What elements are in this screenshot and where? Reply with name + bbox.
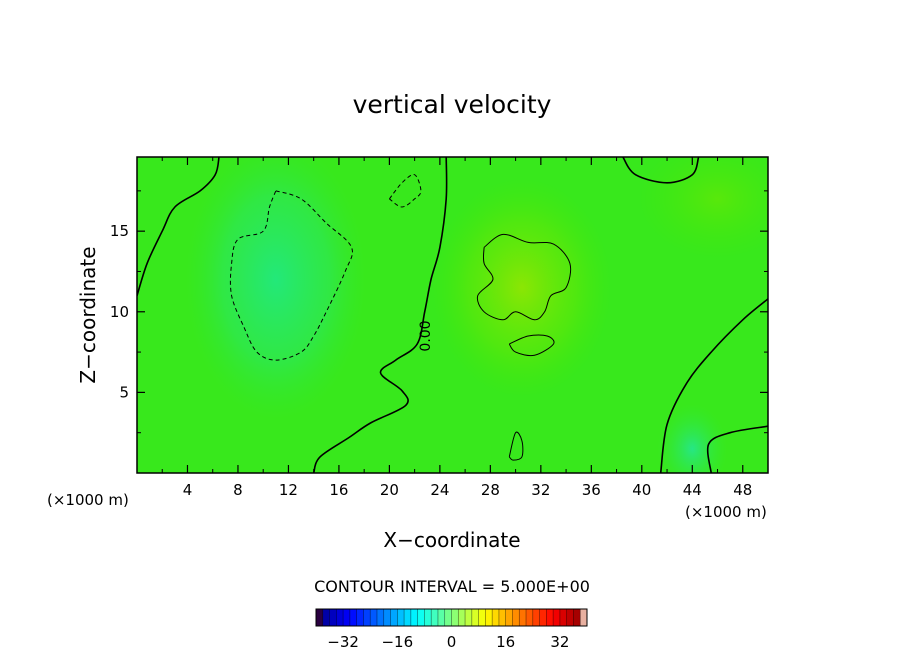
- field-min-region: [657, 403, 728, 473]
- colorbar-segment: [336, 609, 344, 626]
- y-axis-label: Z−coordinate: [76, 246, 100, 383]
- x-tick-label: 44: [683, 481, 702, 499]
- field-max-region: [431, 177, 612, 398]
- colorbar-segment: [451, 609, 459, 626]
- contour-positive: [476, 233, 572, 321]
- contour-zero: [659, 298, 768, 473]
- colorbar-tick-label: −32: [327, 633, 359, 651]
- colorbar-segment: [417, 609, 425, 626]
- x-tick-label: 24: [430, 481, 449, 499]
- plot-area: [137, 157, 768, 473]
- colorbar-segment: [539, 609, 547, 626]
- x-tick-label: 16: [329, 481, 348, 499]
- colorbar-segment: [370, 609, 378, 626]
- x-tick-label: 12: [279, 481, 298, 499]
- colorbar-tick-label: 0: [447, 633, 457, 651]
- x-tick-label: 32: [531, 481, 550, 499]
- contour-label: 0.00: [418, 320, 434, 351]
- colorbar-segment: [363, 609, 371, 626]
- colorbar-segment: [437, 609, 446, 626]
- contour-zero: [137, 157, 220, 296]
- colorbar-segment: [383, 609, 391, 626]
- colorbar-segment: [478, 609, 486, 626]
- contour-positive: [508, 334, 555, 357]
- colorbar-tick-label: −16: [381, 633, 413, 651]
- colorbar-segment: [512, 609, 520, 626]
- colorbar-segment: [559, 609, 567, 626]
- colorbar-frame: [315, 608, 588, 627]
- colorbar-segment: [573, 609, 581, 626]
- contour-positive: [508, 431, 524, 461]
- colorbar-segment: [410, 609, 418, 626]
- x-tick-label: 20: [380, 481, 399, 499]
- colorbar: [315, 608, 588, 627]
- contour-zero: [312, 157, 448, 473]
- colorbar-tick-label: 16: [496, 633, 515, 651]
- colorbar-segment: [465, 609, 473, 626]
- contour-zero: [622, 157, 700, 184]
- x-tick-label: 8: [233, 481, 243, 499]
- x-tick-label: 4: [183, 481, 193, 499]
- colorbar-segment: [329, 609, 337, 626]
- field-min-region: [185, 157, 366, 420]
- colorbar-segment: [471, 609, 479, 626]
- x-tick-label: 40: [632, 481, 651, 499]
- colorbar-segment: [580, 609, 588, 626]
- colorbar-tick-label: 32: [550, 633, 569, 651]
- colorbar-segment: [431, 609, 439, 626]
- colorbar-segment: [356, 609, 364, 626]
- colorbar-segment: [485, 609, 493, 626]
- colorbar-segment: [390, 609, 398, 626]
- y-tick-label: 10: [110, 303, 129, 321]
- x-tick-label: 28: [481, 481, 500, 499]
- colorbar-segment: [444, 609, 452, 626]
- x-unit-left: (×1000 m): [47, 491, 129, 509]
- colorbar-segment: [343, 609, 351, 626]
- x-unit-right: (×1000 m): [685, 503, 767, 521]
- colorbar-segment: [424, 609, 432, 626]
- colorbar-segment: [316, 609, 324, 626]
- colorbar-segment: [566, 609, 574, 626]
- contour-zero: [706, 425, 768, 473]
- colorbar-segment: [519, 609, 527, 626]
- colorbar-segment: [322, 609, 330, 626]
- contour-interval-text: CONTOUR INTERVAL = 5.000E+00: [314, 577, 590, 596]
- x-tick-label: 36: [582, 481, 601, 499]
- colorbar-segment: [546, 609, 554, 626]
- colorbar-segment: [532, 609, 540, 626]
- contour-negative: [229, 190, 353, 361]
- colorbar-segment: [458, 609, 466, 626]
- y-tick-label: 15: [110, 222, 129, 240]
- colorbar-segment: [526, 609, 534, 626]
- colorbar-segment: [404, 609, 412, 626]
- colorbar-segment: [505, 609, 513, 626]
- colorbar-segment: [397, 609, 405, 626]
- colorbar-segment: [492, 609, 500, 626]
- plot-frame: [136, 156, 769, 474]
- colorbar-segment: [376, 609, 385, 626]
- chart-title: vertical velocity: [353, 90, 552, 119]
- x-axis-label: X−coordinate: [383, 528, 520, 552]
- contour-negative: [389, 174, 422, 208]
- x-tick-label: 48: [733, 481, 752, 499]
- colorbar-segment: [553, 609, 561, 626]
- y-tick-label: 5: [119, 383, 129, 401]
- colorbar-segment: [349, 609, 357, 626]
- colorbar-segment: [498, 609, 506, 626]
